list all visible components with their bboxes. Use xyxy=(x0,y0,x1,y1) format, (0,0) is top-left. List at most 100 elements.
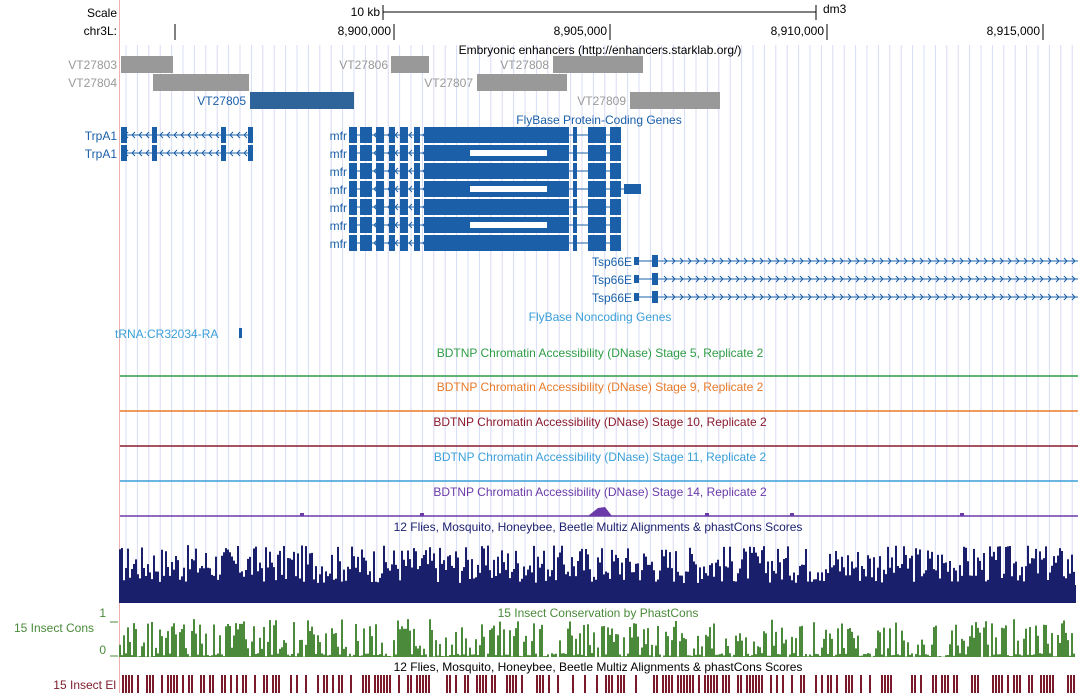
conserved-element[interactable] xyxy=(995,675,997,693)
gene-exon[interactable] xyxy=(610,181,621,197)
conserved-element[interactable] xyxy=(446,675,448,693)
conserved-element[interactable] xyxy=(506,675,508,693)
conserved-element[interactable] xyxy=(191,675,193,693)
gene-label-mfr[interactable]: mfr xyxy=(330,183,347,197)
gene-exon[interactable] xyxy=(424,127,569,143)
enhancers-track[interactable]: VT27803 VT27804 VT27805 VT27806 VT27807 VT278… xyxy=(68,56,720,109)
gene-exon[interactable] xyxy=(360,235,372,251)
conserved-element[interactable] xyxy=(161,675,163,693)
conserved-element[interactable] xyxy=(662,675,664,693)
conserved-element[interactable] xyxy=(245,675,247,693)
gene-label-tsp66e[interactable]: Tsp66E xyxy=(592,273,632,287)
conserved-element[interactable] xyxy=(380,675,382,693)
gene-exon[interactable] xyxy=(424,199,569,215)
conserved-element[interactable] xyxy=(539,675,541,693)
gene-exon[interactable] xyxy=(376,181,384,197)
conserved-element[interactable] xyxy=(449,675,451,693)
gene-exon[interactable] xyxy=(652,255,658,267)
conserved-element[interactable] xyxy=(149,675,151,693)
enhancer-label[interactable]: VT27803 xyxy=(68,58,117,72)
gene-label-trpa1[interactable]: TrpA1 xyxy=(85,129,118,143)
conserved-element[interactable] xyxy=(254,675,256,693)
gene-exon[interactable] xyxy=(349,145,357,161)
conserved-element[interactable] xyxy=(464,675,466,693)
gene-exon[interactable] xyxy=(573,127,577,143)
conserved-element[interactable] xyxy=(212,675,214,693)
conserved-element[interactable] xyxy=(944,675,946,693)
gene-label-mfr[interactable]: mfr xyxy=(330,165,347,179)
conserved-element[interactable] xyxy=(890,675,892,693)
conserved-element[interactable] xyxy=(713,675,715,693)
conserved-element[interactable] xyxy=(1049,675,1051,693)
conserved-element[interactable] xyxy=(869,675,871,693)
conserved-element[interactable] xyxy=(422,675,424,693)
gene-label-trpa1[interactable]: TrpA1 xyxy=(85,147,118,161)
conserved-element[interactable] xyxy=(887,675,889,693)
conserved-element[interactable] xyxy=(1016,675,1018,693)
conserved-element[interactable] xyxy=(455,675,457,693)
gene-exon[interactable] xyxy=(424,235,569,251)
conserved-element[interactable] xyxy=(173,675,175,693)
gene-exon[interactable] xyxy=(588,217,606,233)
conserved-element[interactable] xyxy=(848,675,850,693)
gene-exon[interactable] xyxy=(349,163,357,179)
conserved-element[interactable] xyxy=(275,675,277,693)
gene-exon[interactable] xyxy=(389,145,395,161)
gene-exon[interactable] xyxy=(389,181,395,197)
enhancer-label[interactable]: VT27809 xyxy=(577,94,626,108)
insect-elements-track[interactable] xyxy=(122,675,1075,693)
conserved-element[interactable] xyxy=(188,675,190,693)
gene-exon[interactable] xyxy=(588,181,606,197)
gene-exon[interactable] xyxy=(389,199,395,215)
conserved-element[interactable] xyxy=(482,675,484,693)
conserved-element[interactable] xyxy=(920,675,922,693)
conserved-element[interactable] xyxy=(803,675,805,693)
conserved-element[interactable] xyxy=(845,675,847,693)
conserved-element[interactable] xyxy=(323,675,325,693)
gene-exon[interactable] xyxy=(610,199,621,215)
conserved-element[interactable] xyxy=(1073,675,1075,693)
conserved-element[interactable] xyxy=(572,675,574,693)
gene-exon[interactable] xyxy=(573,199,577,215)
gene-exon[interactable] xyxy=(152,145,157,161)
conserved-element[interactable] xyxy=(521,675,523,693)
conserved-element[interactable] xyxy=(479,675,481,693)
conserved-element[interactable] xyxy=(584,675,586,693)
conserved-element[interactable] xyxy=(914,675,916,693)
conserved-element[interactable] xyxy=(935,675,937,693)
conserved-element[interactable] xyxy=(170,675,172,693)
conserved-element[interactable] xyxy=(686,675,688,693)
insect-cons-side-label[interactable]: 15 Insect Cons xyxy=(14,621,94,635)
conserved-element[interactable] xyxy=(836,675,838,693)
conserved-element[interactable] xyxy=(653,675,655,693)
gene-exon[interactable] xyxy=(634,293,639,301)
conserved-element[interactable] xyxy=(1067,675,1069,693)
gene-exon[interactable] xyxy=(400,217,408,233)
conserved-element[interactable] xyxy=(776,675,778,693)
conserved-element[interactable] xyxy=(398,675,400,693)
conserved-element[interactable] xyxy=(122,675,124,693)
conserved-element[interactable] xyxy=(791,675,793,693)
conserved-element[interactable] xyxy=(317,675,319,693)
conserved-element[interactable] xyxy=(623,675,625,693)
gene-exon[interactable] xyxy=(610,217,621,233)
conserved-element[interactable] xyxy=(494,675,496,693)
gene-exon[interactable] xyxy=(573,181,577,197)
conserved-element[interactable] xyxy=(365,675,367,693)
conserved-element[interactable] xyxy=(677,675,679,693)
conserved-element[interactable] xyxy=(722,675,724,693)
gene-exon[interactable] xyxy=(652,273,658,285)
conserved-element[interactable] xyxy=(971,675,973,693)
gene-exon[interactable] xyxy=(610,235,621,251)
conserved-element[interactable] xyxy=(911,675,913,693)
enhancer-label[interactable]: VT27805 xyxy=(197,94,246,108)
conserved-element[interactable] xyxy=(296,675,298,693)
conserved-element[interactable] xyxy=(698,675,700,693)
conserved-element[interactable] xyxy=(740,675,742,693)
conserved-element[interactable] xyxy=(224,675,226,693)
conserved-element[interactable] xyxy=(467,675,469,693)
conserved-element[interactable] xyxy=(830,675,832,693)
conserved-element[interactable] xyxy=(884,675,886,693)
conserved-element[interactable] xyxy=(416,675,418,693)
